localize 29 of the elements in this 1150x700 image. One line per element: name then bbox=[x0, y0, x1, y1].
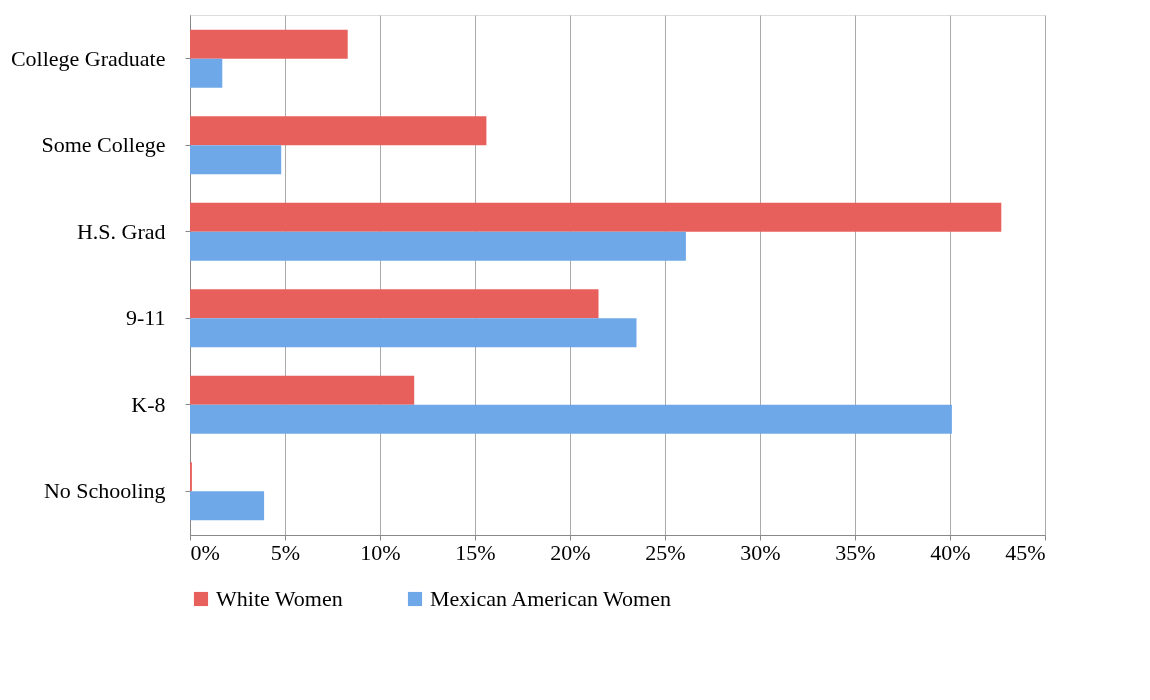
bar bbox=[190, 58, 223, 88]
x-tick-label: 5% bbox=[270, 539, 301, 565]
bar bbox=[190, 116, 487, 146]
y-tick-label: Some College bbox=[41, 132, 166, 158]
legend-label: Mexican American Women bbox=[430, 586, 671, 611]
bar bbox=[190, 202, 1002, 232]
x-tick-label: 15% bbox=[455, 539, 496, 565]
x-tick-label: 0% bbox=[190, 539, 220, 565]
bar bbox=[190, 29, 348, 59]
bar bbox=[190, 375, 415, 405]
bar bbox=[190, 318, 637, 348]
x-tick-label: 40% bbox=[930, 539, 971, 565]
x-tick-label: 30% bbox=[740, 539, 781, 565]
y-tick-label: K-8 bbox=[131, 391, 166, 417]
bar bbox=[190, 145, 282, 175]
x-tick-label: 20% bbox=[550, 539, 591, 565]
bar bbox=[190, 289, 599, 319]
legend-label: White Women bbox=[216, 586, 343, 611]
y-tick-label: H.S. Grad bbox=[76, 218, 166, 244]
bar bbox=[190, 231, 686, 261]
x-tick-label: 45% bbox=[1005, 539, 1046, 565]
y-tick-label: College Graduate bbox=[10, 45, 166, 71]
y-tick-label: No Schooling bbox=[43, 478, 166, 504]
x-tick-label: 10% bbox=[360, 539, 401, 565]
x-tick-label: 35% bbox=[835, 539, 876, 565]
bar bbox=[190, 491, 265, 521]
y-tick-label: 9-11 bbox=[125, 305, 166, 331]
bar bbox=[190, 404, 952, 434]
x-tick-label: 25% bbox=[645, 539, 686, 565]
